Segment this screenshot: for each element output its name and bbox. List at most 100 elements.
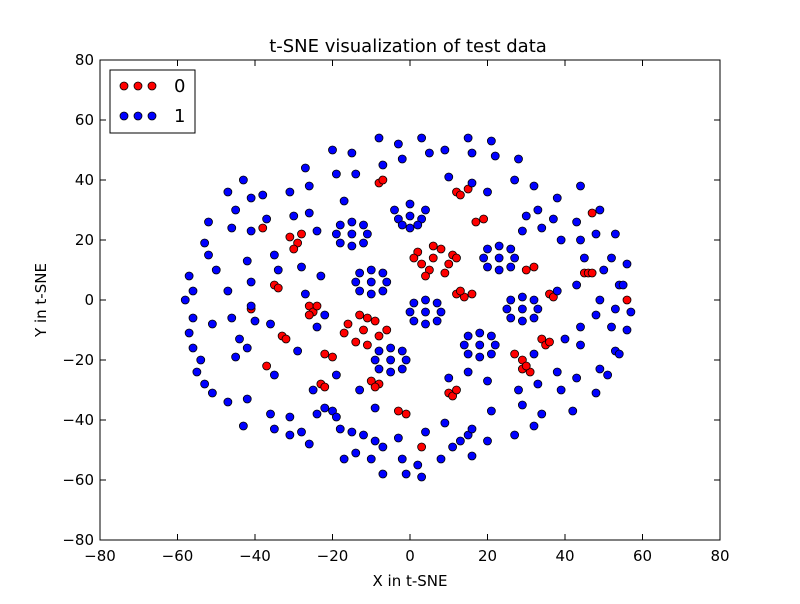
data-point-series-1: [548, 214, 558, 224]
data-point-series-1: [607, 253, 616, 263]
data-point-series-1: [374, 364, 384, 374]
data-point-series-1: [304, 208, 314, 218]
x-tick-label: 0: [405, 547, 415, 565]
data-point-series-1: [405, 223, 415, 233]
data-point-series-1: [568, 406, 578, 416]
data-point-series-1: [374, 133, 384, 143]
data-point-series-1: [188, 286, 198, 296]
data-point-series-1: [494, 265, 504, 275]
data-point-series-1: [308, 385, 318, 395]
data-point-series-1: [304, 181, 314, 191]
data-point-series-1: [347, 427, 357, 437]
data-point-series-1: [238, 421, 248, 431]
data-point-series-1: [421, 295, 430, 305]
data-point-series-1: [227, 313, 237, 323]
data-point-series-1: [517, 400, 527, 410]
data-point-series-1: [223, 286, 233, 296]
legend-marker: [147, 81, 157, 91]
legend-marker: [133, 111, 143, 121]
data-point-series-1: [266, 409, 275, 419]
data-point-series-1: [436, 454, 446, 464]
data-point-series-1: [362, 229, 372, 239]
legend-item-0: 0: [119, 76, 185, 97]
data-point-series-0: [273, 283, 283, 293]
data-point-series-1: [347, 241, 357, 251]
data-point-series-1: [355, 268, 365, 278]
data-point-series-1: [556, 235, 566, 245]
data-point-series-1: [529, 181, 539, 191]
data-point-series-1: [405, 307, 415, 317]
data-point-series-1: [537, 409, 547, 419]
data-point-series-1: [413, 460, 423, 470]
data-point-series-1: [378, 469, 388, 479]
data-point-series-1: [366, 454, 376, 464]
data-point-series-1: [366, 277, 376, 287]
data-point-series-1: [401, 355, 411, 365]
data-point-series-1: [610, 229, 620, 239]
data-point-series-0: [455, 190, 465, 200]
data-point-series-1: [417, 472, 427, 482]
data-point-series-1: [246, 193, 256, 203]
data-point-series-1: [533, 304, 543, 314]
y-tick-label: 0: [84, 291, 94, 309]
data-point-series-0: [417, 259, 427, 269]
data-point-series-0: [351, 337, 361, 347]
chart-title: t-SNE visualization of test data: [269, 36, 547, 57]
data-point-series-1: [378, 268, 388, 278]
data-point-series-1: [300, 289, 310, 299]
data-point-series-1: [436, 307, 446, 317]
data-point-series-1: [393, 433, 403, 443]
data-point-series-1: [591, 229, 601, 239]
x-tick-label: −80: [84, 547, 116, 565]
x-tick-label: 20: [478, 547, 497, 565]
data-point-series-1: [331, 229, 341, 239]
data-point-series-0: [545, 337, 554, 347]
data-point-series-0: [343, 319, 353, 329]
data-point-series-1: [529, 313, 539, 323]
data-point-series-1: [463, 331, 473, 341]
data-point-series-1: [293, 346, 303, 356]
data-point-series-1: [196, 355, 206, 365]
data-point-series-1: [483, 376, 492, 386]
data-point-series-1: [475, 328, 485, 338]
data-point-series-1: [475, 340, 485, 350]
data-point-series-1: [483, 187, 492, 197]
data-point-series-1: [421, 307, 430, 317]
series-0: [246, 175, 632, 452]
data-point-series-1: [242, 394, 252, 404]
data-point-series-1: [207, 388, 217, 398]
data-point-series-1: [486, 349, 496, 359]
data-point-series-1: [521, 211, 531, 221]
data-point-series-0: [428, 241, 438, 251]
data-point-series-1: [231, 205, 241, 215]
y-tick-label: 60: [75, 111, 94, 129]
data-point-series-1: [359, 430, 368, 440]
data-point-series-0: [521, 361, 531, 371]
x-tick-label: 40: [555, 547, 574, 565]
data-point-series-0: [440, 268, 450, 278]
data-point-series-1: [467, 424, 477, 434]
data-point-series-1: [576, 340, 585, 350]
data-point-series-1: [409, 316, 419, 326]
data-point-series-1: [506, 262, 516, 272]
data-point-series-0: [355, 310, 365, 320]
data-points-layer: [180, 133, 636, 482]
data-point-series-1: [328, 145, 337, 155]
data-point-series-1: [444, 172, 454, 182]
data-point-series-1: [409, 298, 419, 308]
data-point-series-1: [463, 133, 473, 143]
data-point-series-1: [514, 385, 523, 395]
data-point-series-1: [576, 181, 585, 191]
data-point-series-1: [467, 178, 477, 188]
data-point-series-1: [552, 367, 562, 377]
data-point-series-1: [517, 292, 527, 302]
data-point-series-0: [455, 286, 465, 296]
data-point-series-1: [502, 304, 512, 314]
data-point-series-1: [576, 322, 585, 332]
data-point-series-1: [269, 424, 279, 434]
data-point-series-1: [397, 220, 407, 230]
data-point-series-1: [300, 163, 310, 173]
data-point-series-1: [517, 226, 527, 236]
